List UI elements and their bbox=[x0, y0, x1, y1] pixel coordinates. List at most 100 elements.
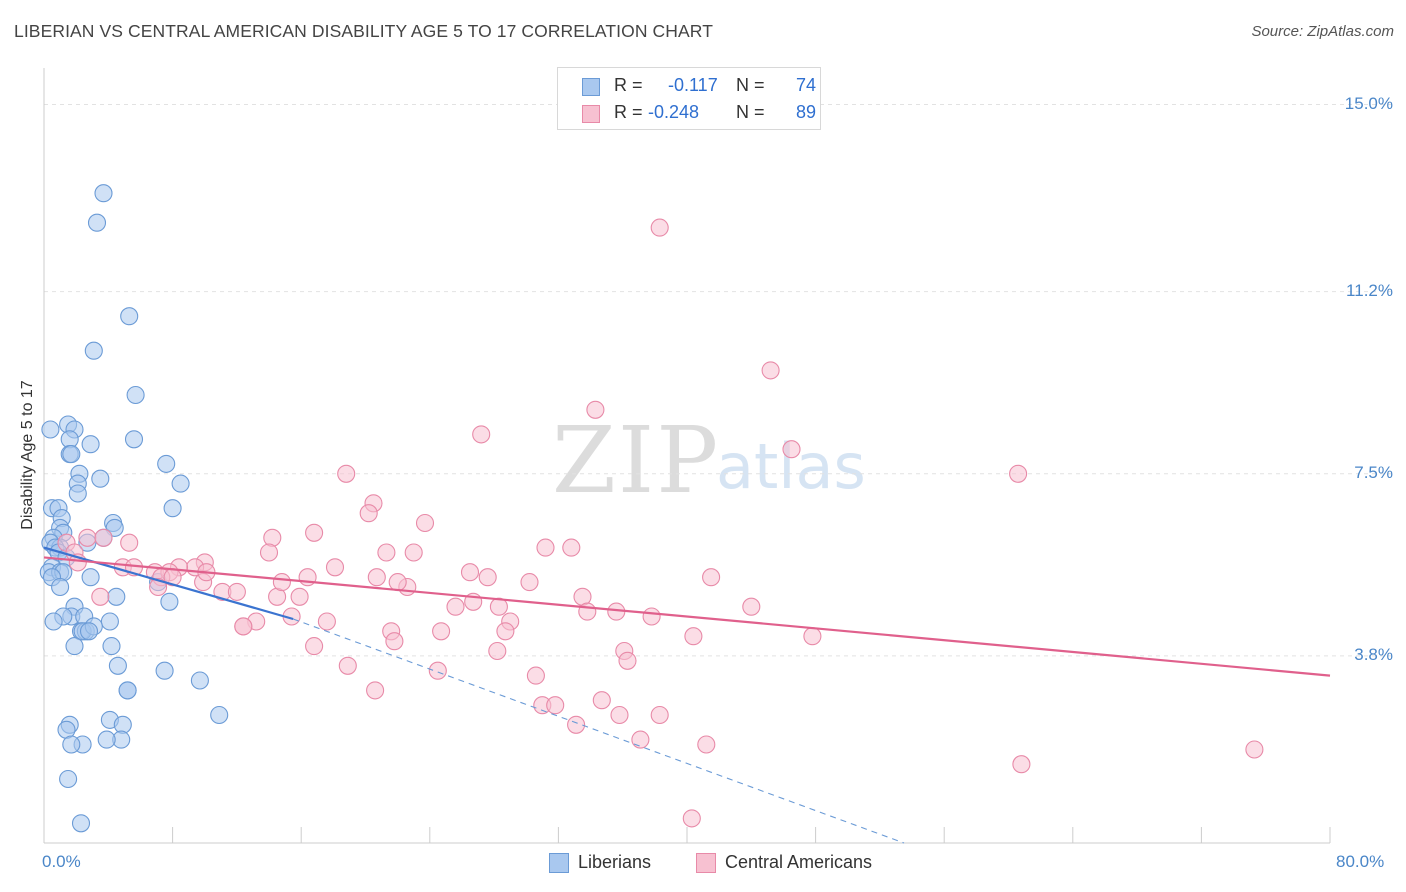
stats-n-value: 89 bbox=[796, 102, 817, 122]
central-american-point bbox=[631, 730, 650, 749]
central-american-point bbox=[650, 705, 669, 725]
central-american-point bbox=[120, 533, 139, 552]
central-american-point bbox=[78, 528, 97, 547]
central-american-point bbox=[259, 543, 279, 562]
liberian-point bbox=[81, 435, 100, 454]
liberian-trend-line bbox=[43, 546, 294, 621]
stats-swatch-central-americans bbox=[582, 105, 600, 123]
central-american-point bbox=[1009, 464, 1028, 483]
liberian-point bbox=[171, 474, 190, 493]
legend: Liberians Central Americans bbox=[0, 851, 1406, 877]
stats-swatch-liberians bbox=[582, 78, 600, 96]
central-american-point bbox=[682, 809, 701, 828]
central-american-point bbox=[377, 543, 396, 562]
central-american-point bbox=[432, 622, 451, 641]
central-american-point bbox=[415, 513, 435, 533]
stats-r-value: -0.117 bbox=[668, 75, 718, 95]
central-american-point bbox=[618, 651, 637, 670]
liberian-trend-line-extension bbox=[292, 618, 905, 844]
stats-n-value: 74 bbox=[796, 75, 817, 95]
y-tick-label: 11.2% bbox=[1346, 280, 1393, 300]
central-american-point bbox=[702, 568, 721, 587]
central-american-point bbox=[338, 656, 357, 675]
central-american-point bbox=[562, 538, 581, 557]
gridlines bbox=[44, 104, 1395, 657]
central-american-point bbox=[385, 632, 404, 651]
stats-r-label: R = bbox=[614, 75, 643, 95]
central-american-point bbox=[317, 612, 336, 631]
liberian-point bbox=[84, 341, 103, 360]
central-american-point bbox=[446, 597, 465, 616]
central-american-point bbox=[546, 696, 565, 715]
liberian-point bbox=[160, 592, 179, 611]
central-american-point bbox=[290, 587, 309, 606]
central-american-point bbox=[1012, 755, 1031, 774]
liberian-point bbox=[62, 445, 81, 464]
axes bbox=[43, 68, 1331, 844]
central-american-point bbox=[305, 637, 324, 656]
central-american-point bbox=[742, 597, 761, 616]
y-axis-label: Disability Age 5 to 17 bbox=[19, 380, 36, 530]
central-american-point bbox=[642, 607, 661, 626]
central-american-point bbox=[91, 587, 110, 606]
liberian-point bbox=[68, 484, 87, 503]
legend-swatch-central-americans bbox=[696, 853, 716, 873]
liberian-point bbox=[100, 612, 119, 631]
central-american-point bbox=[650, 218, 669, 237]
central-american-point bbox=[325, 558, 345, 577]
y-tick-label: 15.0% bbox=[1344, 93, 1393, 113]
central-american-point bbox=[761, 361, 780, 380]
liberian-point bbox=[107, 587, 126, 606]
central-american-point bbox=[520, 573, 539, 592]
central-american-point bbox=[496, 622, 515, 641]
central-american-point bbox=[388, 573, 407, 592]
liberian-point bbox=[51, 577, 70, 597]
central-american-point bbox=[803, 627, 822, 646]
central-american-point bbox=[684, 627, 703, 646]
central-american-point bbox=[697, 735, 716, 754]
liberian-point bbox=[79, 622, 99, 641]
legend-swatch-liberians bbox=[549, 853, 569, 873]
stats-n-label: N = bbox=[736, 75, 765, 95]
liberian-point bbox=[108, 656, 127, 675]
stats-r-value: -0.248 bbox=[648, 102, 700, 122]
stats-n-label: N = bbox=[736, 102, 765, 122]
liberian-point bbox=[163, 499, 182, 518]
watermark-zip: ZIP bbox=[552, 407, 721, 514]
liberian-point bbox=[41, 420, 60, 439]
central-american-point bbox=[263, 528, 282, 547]
central-american-point bbox=[526, 666, 545, 685]
central-american-point bbox=[578, 602, 597, 621]
liberian-point bbox=[102, 637, 121, 656]
central-american-point bbox=[234, 617, 253, 636]
stats-box: R = -0.117 N = 74 R = -0.248 N = 89 bbox=[557, 67, 821, 130]
liberian-point bbox=[155, 661, 174, 680]
liberian-point bbox=[157, 454, 176, 473]
trend-lines bbox=[43, 546, 1331, 844]
central-american-point bbox=[592, 691, 611, 710]
central-american-point bbox=[488, 641, 507, 661]
central-american-point bbox=[472, 425, 491, 444]
central-american-point bbox=[94, 528, 113, 547]
liberian-point bbox=[190, 671, 209, 690]
data-points bbox=[39, 184, 1264, 833]
liberian-point bbox=[91, 469, 110, 488]
chart-source: Source: ZipAtlas.com bbox=[1251, 23, 1394, 40]
central-american-point bbox=[366, 681, 385, 700]
central-american-point bbox=[478, 568, 497, 587]
central-american-point bbox=[536, 538, 555, 557]
liberian-point bbox=[120, 307, 139, 326]
chart-title: LIBERIAN VS CENTRAL AMERICAN DISABILITY … bbox=[14, 21, 713, 41]
central-american-point bbox=[272, 573, 291, 592]
central-american-point bbox=[367, 568, 386, 587]
y-tick-label: 3.8% bbox=[1354, 644, 1393, 664]
stats-r-label: R = bbox=[614, 102, 643, 122]
central-american-point bbox=[782, 440, 801, 459]
central-american-point bbox=[149, 577, 168, 597]
legend-label-liberians: Liberians bbox=[578, 852, 652, 872]
liberian-point bbox=[81, 568, 100, 587]
central-american-point bbox=[305, 523, 324, 542]
liberian-point bbox=[65, 637, 84, 656]
central-american-point bbox=[586, 400, 605, 419]
